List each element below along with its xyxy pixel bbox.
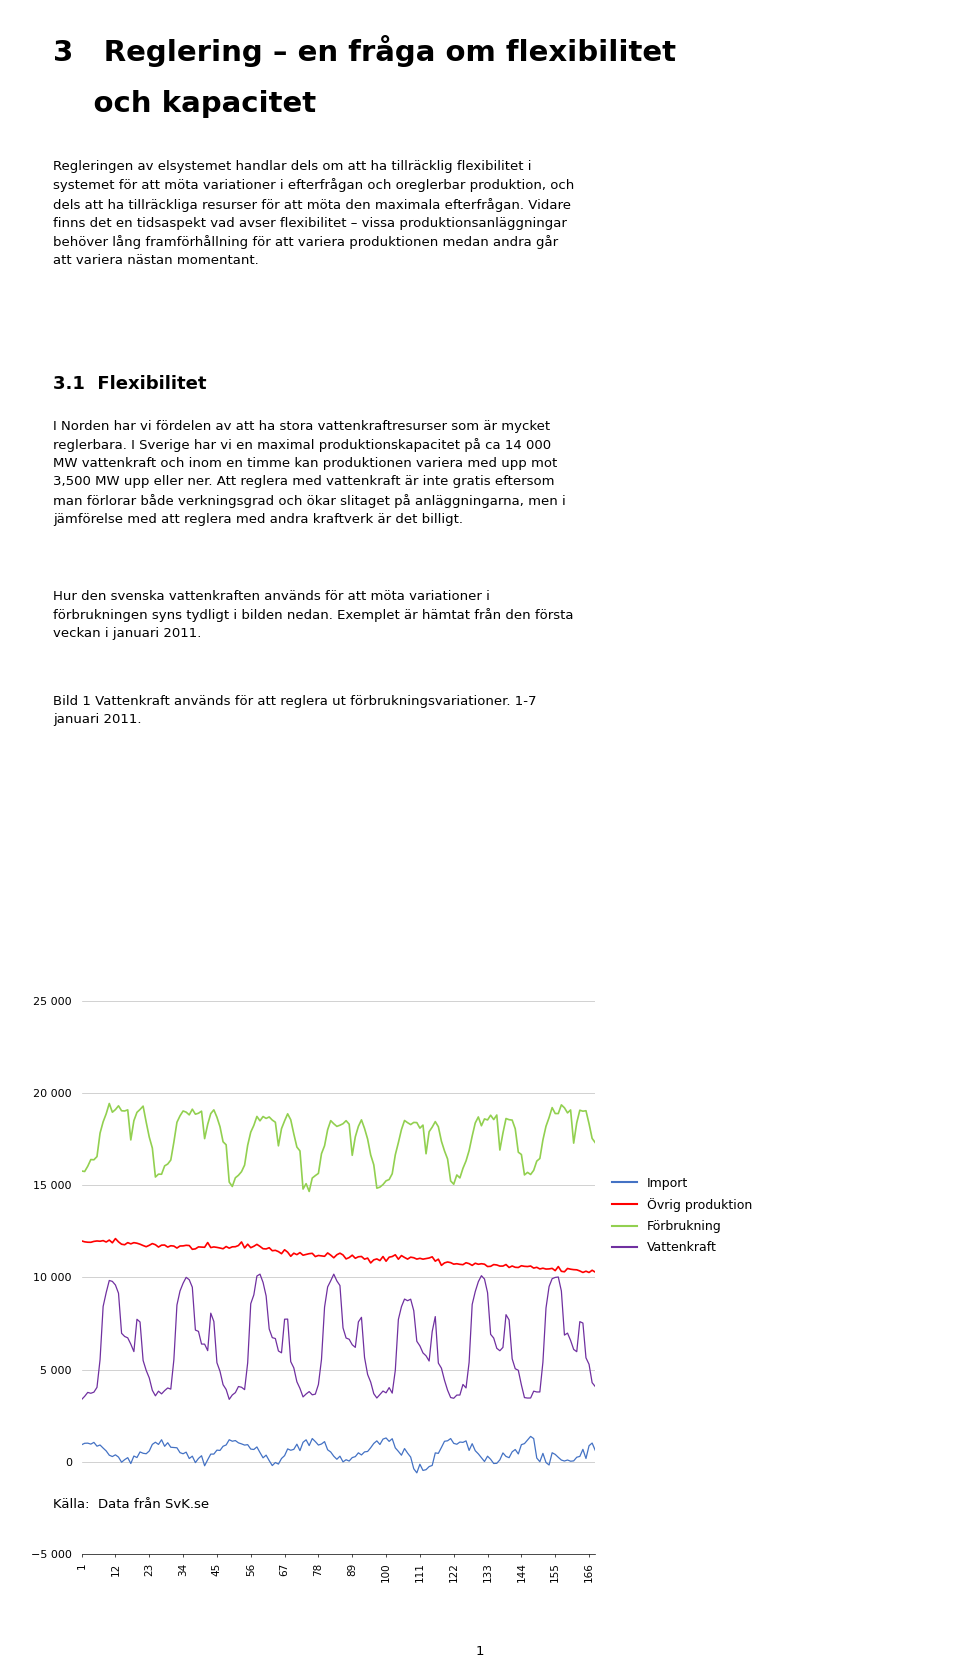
Text: 3.1  Flexibilitet: 3.1 Flexibilitet <box>53 376 206 392</box>
Text: I Norden har vi fördelen av att ha stora vattenkraftresurser som är mycket
regle: I Norden har vi fördelen av att ha stora… <box>53 420 565 525</box>
Text: Hur den svenska vattenkraften används för att möta variationer i
förbrukningen s: Hur den svenska vattenkraften används fö… <box>53 590 573 640</box>
Text: 3   Reglering – en fråga om flexibilitet: 3 Reglering – en fråga om flexibilitet <box>53 35 676 66</box>
Text: Källa:  Data från SvK.se: Källa: Data från SvK.se <box>53 1497 209 1511</box>
Text: 1: 1 <box>476 1645 484 1659</box>
Legend: Import, Övrig produktion, Förbrukning, Vattenkraft: Import, Övrig produktion, Förbrukning, V… <box>612 1177 752 1255</box>
Text: Regleringen av elsystemet handlar dels om att ha tillräcklig flexibilitet i
syst: Regleringen av elsystemet handlar dels o… <box>53 160 574 268</box>
Text: Bild 1 Vattenkraft används för att reglera ut förbrukningsvariationer. 1-7
janua: Bild 1 Vattenkraft används för att regle… <box>53 695 537 726</box>
Text: och kapacitet: och kapacitet <box>53 90 316 118</box>
